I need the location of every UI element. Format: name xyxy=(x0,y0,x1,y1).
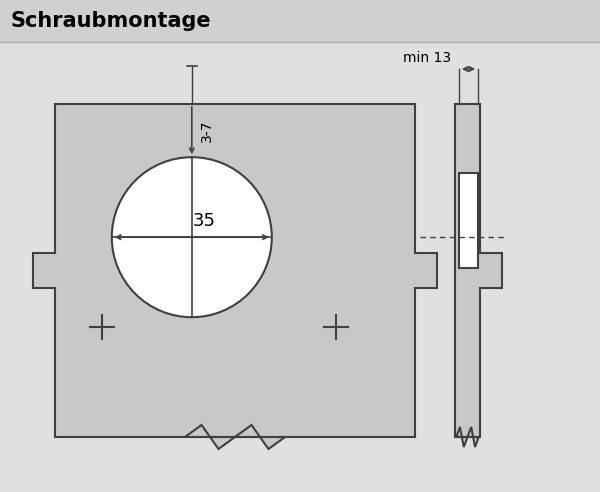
Text: 35: 35 xyxy=(193,212,215,230)
Bar xyxy=(459,173,478,268)
Circle shape xyxy=(112,157,272,317)
Text: 3-7: 3-7 xyxy=(200,120,214,142)
Polygon shape xyxy=(455,104,502,447)
Text: Schraubmontage: Schraubmontage xyxy=(10,11,211,31)
Text: min 13: min 13 xyxy=(403,51,451,65)
Polygon shape xyxy=(33,104,437,449)
Bar xyxy=(0,0,600,42)
